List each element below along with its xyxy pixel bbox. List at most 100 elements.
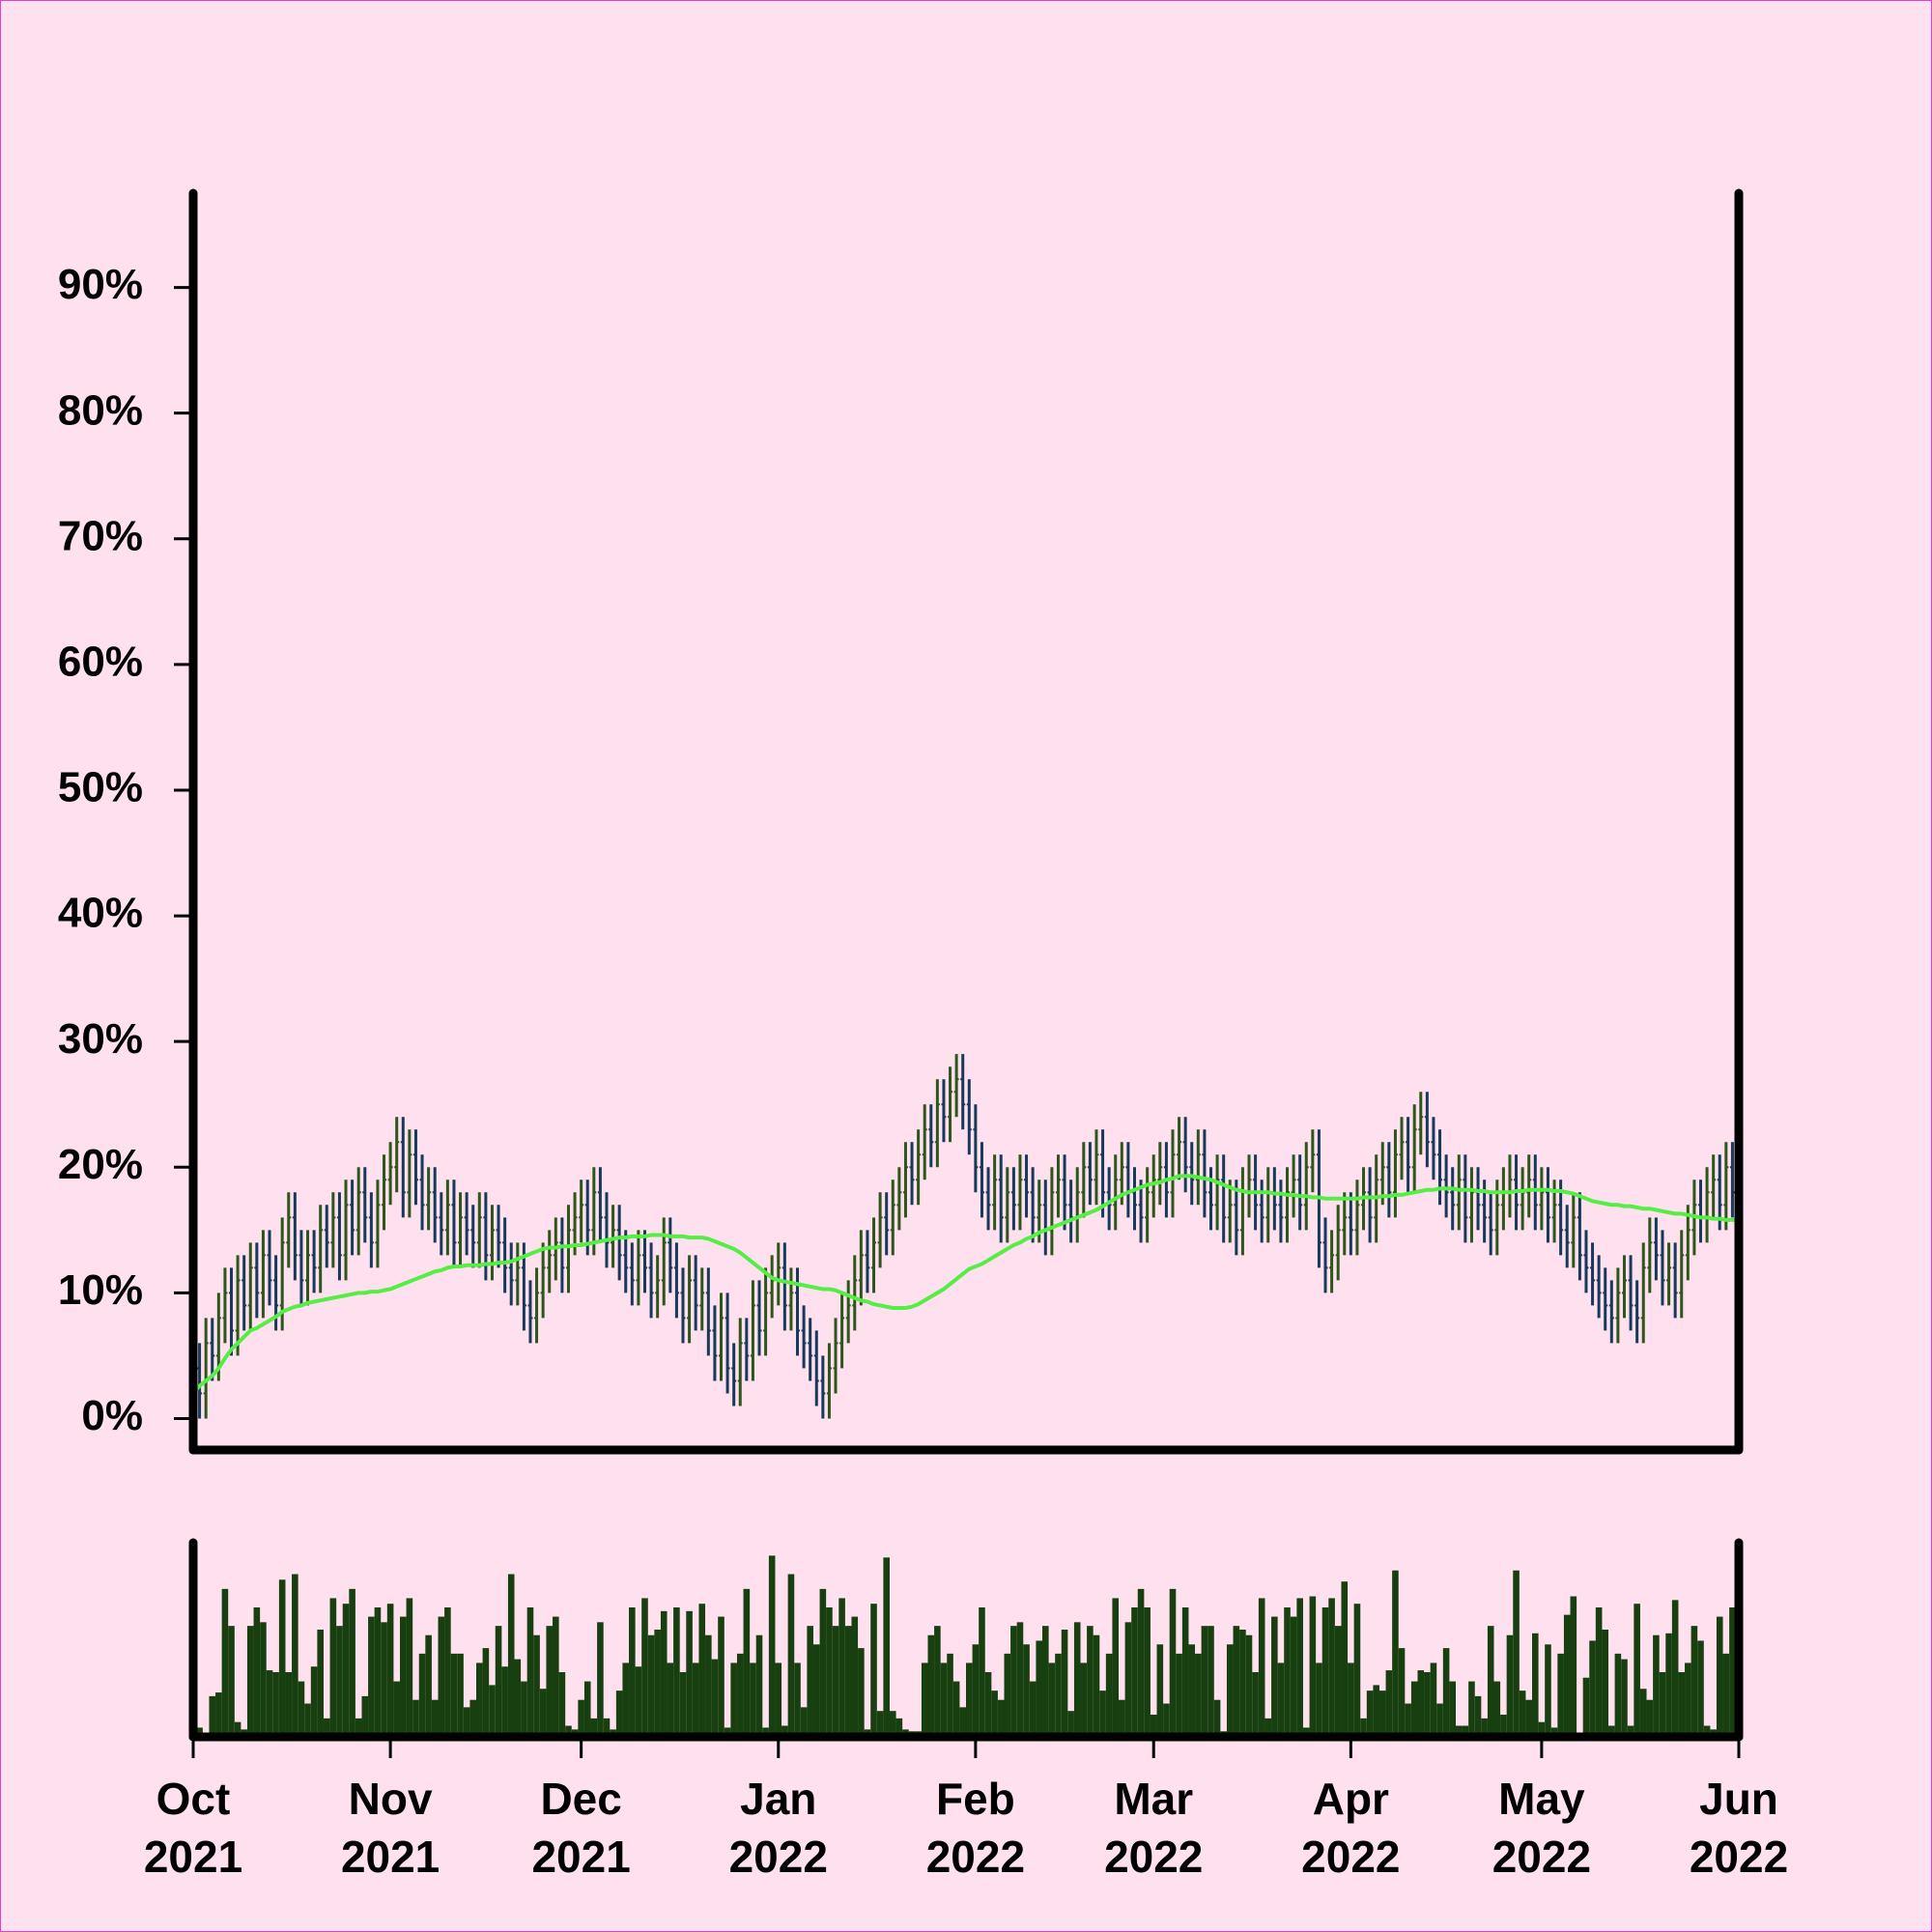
volume-bar: [647, 1634, 655, 1737]
x-tick-label: 2021: [341, 1832, 440, 1882]
volume-bar: [260, 1622, 267, 1737]
volume-bar: [196, 1727, 203, 1737]
volume-bar: [597, 1622, 604, 1737]
volume-bar: [1195, 1653, 1202, 1737]
volume-bar: [578, 1699, 584, 1737]
volume-bar: [418, 1653, 426, 1737]
volume-bar: [1550, 1727, 1558, 1737]
volume-bar: [406, 1598, 413, 1737]
volume-bar: [1016, 1622, 1024, 1737]
x-tick-label: Dec: [540, 1774, 621, 1824]
volume-bar: [1519, 1690, 1526, 1737]
x-tick-label: Oct: [156, 1774, 231, 1824]
volume-bar: [736, 1653, 744, 1737]
volume-bar: [667, 1662, 674, 1737]
volume-bar: [553, 1616, 559, 1737]
volume-bar: [692, 1662, 699, 1737]
volume-bar: [1430, 1662, 1437, 1737]
volume-bar: [457, 1653, 464, 1737]
volume-bar: [278, 1579, 286, 1737]
volume-bar: [1226, 1644, 1234, 1737]
x-tick-label: Jan: [740, 1774, 816, 1824]
volume-bar: [1169, 1588, 1177, 1737]
volume-bar: [1608, 1725, 1615, 1737]
volume-bar: [1639, 1689, 1647, 1737]
volume-bar: [1703, 1725, 1711, 1737]
volume-bar: [361, 1695, 369, 1737]
volume-bar: [381, 1622, 387, 1737]
volume-bar: [292, 1574, 298, 1737]
volume-bar: [1156, 1644, 1164, 1737]
volume-bar: [641, 1598, 648, 1737]
volume-bar: [698, 1604, 706, 1737]
volume-bar: [1181, 1607, 1189, 1737]
volume-bar: [724, 1727, 731, 1737]
volume-bar: [1659, 1672, 1666, 1737]
volume-bar: [1424, 1672, 1431, 1737]
volume-bar: [1233, 1626, 1240, 1737]
volume-bar: [1239, 1629, 1246, 1737]
volume-bar: [1627, 1725, 1634, 1737]
volume-bar: [1582, 1677, 1590, 1737]
volume-bar: [1653, 1634, 1660, 1737]
volume-bar: [1252, 1672, 1259, 1737]
volume-bar: [1093, 1634, 1100, 1737]
volume-bar: [1073, 1622, 1081, 1737]
volume-bar: [1621, 1659, 1628, 1737]
volume-bar: [1563, 1614, 1571, 1737]
x-tick-label: Apr: [1313, 1774, 1389, 1824]
x-tick-label: 2022: [729, 1832, 828, 1882]
volume-bar: [952, 1681, 960, 1737]
volume-bar: [1373, 1685, 1379, 1737]
volume-bar: [1634, 1604, 1640, 1737]
volume-bar: [438, 1616, 445, 1737]
volume-bar: [1277, 1662, 1285, 1737]
volume-bar: [1245, 1634, 1253, 1737]
volume-bar: [812, 1644, 820, 1737]
volume-bar: [654, 1629, 661, 1737]
y-tick-label: 90%: [58, 261, 143, 308]
volume-bar: [1284, 1607, 1291, 1737]
volume-bar: [1481, 1718, 1488, 1737]
volume-bar: [1442, 1648, 1450, 1737]
volume-bar: [1080, 1662, 1088, 1737]
volume-bar: [285, 1672, 293, 1737]
volume-bar: [1614, 1653, 1622, 1737]
volume-bar: [393, 1681, 400, 1737]
volume-bar: [1309, 1596, 1317, 1737]
volume-bar: [355, 1718, 362, 1737]
volume-bar: [533, 1634, 540, 1737]
volume-bar: [629, 1607, 636, 1737]
volume-bar: [521, 1681, 527, 1737]
volume-bar: [1392, 1570, 1399, 1737]
x-tick-label: Mar: [1114, 1774, 1193, 1824]
volume-bar: [832, 1626, 839, 1737]
volume-bar: [1087, 1626, 1094, 1737]
volume-bar: [1716, 1616, 1723, 1737]
volume-bar: [966, 1662, 973, 1737]
volume-bar: [1042, 1626, 1049, 1737]
volume-bar: [979, 1607, 985, 1737]
volume-bar: [489, 1685, 496, 1737]
y-tick-label: 30%: [58, 1015, 143, 1063]
volume-bar: [889, 1711, 896, 1737]
x-tick-label: 2022: [1492, 1832, 1591, 1882]
volume-bar: [1589, 1640, 1596, 1737]
volume-bar: [927, 1634, 935, 1737]
volume-bar: [635, 1666, 642, 1737]
volume-bar: [800, 1707, 808, 1737]
volume-bar: [526, 1607, 534, 1737]
volume-bar: [507, 1574, 515, 1737]
volume-bar: [711, 1659, 719, 1737]
volume-bar: [1538, 1721, 1546, 1737]
volume-bar: [514, 1659, 522, 1737]
volume-bar: [1378, 1690, 1386, 1737]
volume-bar: [1436, 1703, 1443, 1737]
volume-bar: [412, 1699, 419, 1737]
volume-bar: [851, 1616, 859, 1737]
y-tick-label: 40%: [58, 890, 143, 937]
x-tick-label: May: [1498, 1774, 1585, 1824]
volume-bar: [1545, 1644, 1551, 1737]
